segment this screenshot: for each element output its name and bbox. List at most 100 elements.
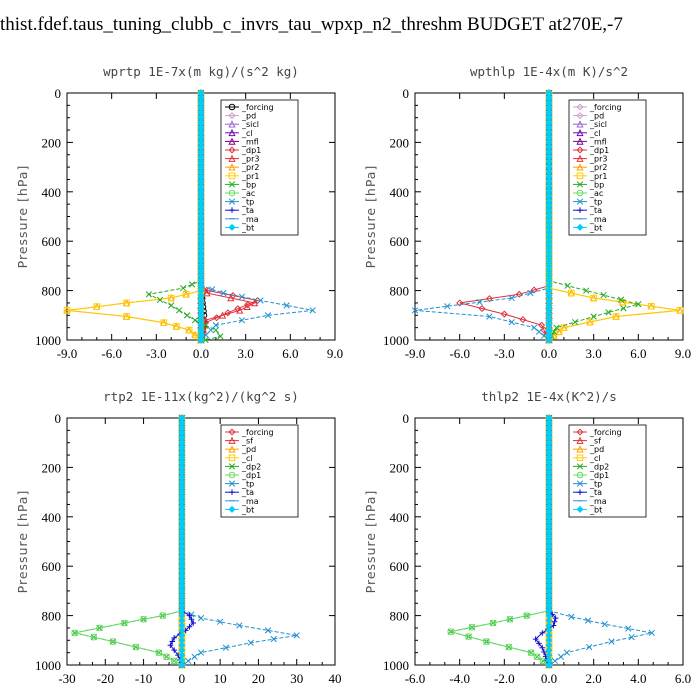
data-point: [523, 612, 530, 619]
x-tick-label: -6.0: [405, 671, 426, 686]
legend-label: _sf: [241, 437, 253, 446]
legend-marker: [576, 198, 584, 205]
legend-label: _bt: [589, 223, 602, 232]
legend-label: _cl: [241, 129, 253, 138]
legend-marker: [229, 489, 235, 495]
data-point: [236, 622, 243, 629]
panel-3: rtp2 1E-11x(kg^2)/(kg^2 s) Pressure [hPa]…: [15, 389, 342, 686]
legend-marker: [576, 146, 584, 154]
data-point: [155, 649, 163, 656]
data-point: [560, 324, 568, 331]
legend-label: _pr2: [241, 163, 259, 172]
data-point: [160, 319, 168, 327]
series-line: [414, 93, 550, 341]
data-point: [224, 309, 232, 317]
x-tick-label: -2.0: [494, 671, 515, 686]
data-point: [140, 616, 147, 623]
data-point: [212, 322, 220, 329]
data-point: [600, 291, 607, 299]
legend-label: _ac: [589, 189, 603, 198]
series-line: [147, 93, 222, 341]
data-point: [500, 310, 508, 318]
x-tick-label: -20: [97, 671, 114, 686]
data-point: [227, 294, 235, 302]
data-point: [538, 321, 546, 329]
data-point: [551, 618, 558, 625]
data-point: [123, 299, 130, 307]
x-tick-label: 2.0: [586, 671, 602, 686]
legend-label: _ma: [241, 215, 259, 224]
y-tick-label: 800: [390, 284, 410, 299]
series-bt: [178, 414, 186, 669]
data-point: [167, 294, 175, 302]
data-point: [568, 613, 575, 620]
data-point: [156, 296, 164, 304]
x-tick-label: -4.0: [449, 671, 470, 686]
y-tick-label: 1000: [383, 658, 409, 673]
data-point: [179, 284, 187, 292]
legend-label: _cl: [589, 129, 601, 138]
legend-marker: [576, 120, 584, 128]
series-line: [66, 93, 202, 341]
y-tick-label: 1000: [383, 333, 409, 348]
data-point: [207, 326, 215, 334]
data-point: [456, 299, 464, 307]
legend-marker: [576, 505, 584, 513]
legend-marker: [228, 428, 236, 436]
legend-label: _ta: [241, 206, 254, 215]
y-axis-label: Pressure [hPa]: [15, 490, 30, 594]
legend-marker: [576, 112, 584, 120]
legend-marker: [228, 454, 236, 462]
data-point: [541, 649, 547, 655]
data-point: [145, 291, 153, 298]
legend-marker: [576, 445, 584, 453]
x-tick-label: 6.0: [282, 346, 298, 361]
data-point: [171, 647, 177, 653]
data-point: [218, 311, 227, 319]
panel-title: rtp2 1E-11x(kg^2)/(kg^2 s): [103, 389, 299, 404]
legend-label: _sf: [589, 437, 601, 446]
x-tick-label: 6.0: [675, 671, 691, 686]
data-point: [444, 303, 451, 310]
data-point: [555, 328, 563, 336]
data-point: [270, 635, 277, 643]
series-pr2: [63, 89, 205, 344]
panel-title: wpthlp 1E-4x(m K)/s^2: [470, 64, 628, 79]
legend-label: _ma: [589, 497, 607, 506]
legend: _forcing_pd_sicl_cl_mfl_dp1_pr3_pr2_pr1_…: [568, 99, 647, 236]
data-point: [250, 299, 259, 307]
legend-label: _tp: [589, 198, 602, 207]
legend-label: _bt: [241, 223, 254, 232]
y-tick-label: 0: [55, 411, 62, 426]
page-title: thist.fdef.taus_tuning_clubb_c_invrs_tau…: [0, 14, 623, 35]
legend-marker: [576, 172, 584, 180]
data-point: [188, 281, 196, 288]
series-bt: [545, 89, 553, 344]
legend-marker: [228, 198, 236, 205]
legend-label: _ta: [241, 488, 254, 497]
legend-label: _forcing: [241, 428, 274, 437]
data-point: [163, 653, 170, 661]
legend-label: _pd: [241, 445, 256, 454]
data-point: [551, 657, 559, 665]
data-point: [536, 640, 542, 647]
y-tick-label: 600: [390, 234, 410, 249]
legend-marker: [576, 428, 584, 436]
legend-label: _bt: [241, 505, 254, 514]
legend-marker: [228, 463, 236, 470]
data-point: [586, 643, 593, 651]
x-tick-label: 6.0: [630, 346, 646, 361]
data-point: [648, 629, 655, 637]
series-tp: [411, 89, 553, 344]
data-point: [212, 326, 220, 334]
data-point: [173, 323, 180, 330]
data-point: [283, 302, 290, 309]
legend-label: _sicl: [589, 120, 607, 129]
data-point: [185, 326, 193, 334]
series-bt: [545, 414, 553, 669]
data-point: [220, 289, 227, 297]
y-axis-label: Pressure [hPa]: [363, 490, 378, 594]
data-point: [71, 629, 78, 637]
legend-label: _ma: [241, 497, 259, 506]
y-tick-label: 800: [42, 609, 62, 624]
